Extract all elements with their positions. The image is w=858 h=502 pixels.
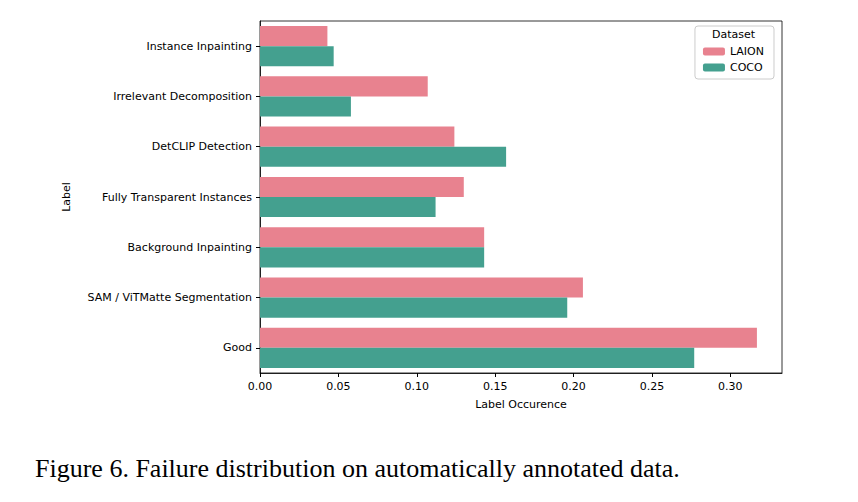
svg-text:COCO: COCO bbox=[730, 61, 763, 74]
svg-text:0.05: 0.05 bbox=[326, 380, 351, 393]
svg-text:0.15: 0.15 bbox=[483, 380, 508, 393]
svg-text:Background Inpainting: Background Inpainting bbox=[128, 241, 252, 254]
svg-text:0.30: 0.30 bbox=[718, 380, 743, 393]
svg-text:DetCLIP Detection: DetCLIP Detection bbox=[152, 140, 252, 153]
svg-text:0.20: 0.20 bbox=[561, 380, 586, 393]
svg-text:Irrelevant Decomposition: Irrelevant Decomposition bbox=[113, 90, 252, 103]
svg-text:SAM / ViTMatte Segmentation: SAM / ViTMatte Segmentation bbox=[88, 291, 252, 304]
svg-text:Dataset: Dataset bbox=[712, 28, 756, 41]
svg-text:0.00: 0.00 bbox=[248, 380, 273, 393]
svg-text:Figure 6. Failure distribution: Figure 6. Failure distribution on automa… bbox=[35, 454, 680, 483]
svg-text:Good: Good bbox=[223, 341, 252, 354]
svg-text:LAION: LAION bbox=[730, 45, 764, 58]
svg-text:Instance Inpainting: Instance Inpainting bbox=[146, 40, 252, 53]
svg-text:0.25: 0.25 bbox=[640, 380, 665, 393]
svg-text:Label Occurence: Label Occurence bbox=[475, 398, 567, 411]
svg-text:Label: Label bbox=[60, 182, 73, 212]
svg-text:Fully Transparent Instances: Fully Transparent Instances bbox=[102, 191, 252, 204]
svg-text:0.10: 0.10 bbox=[405, 380, 430, 393]
